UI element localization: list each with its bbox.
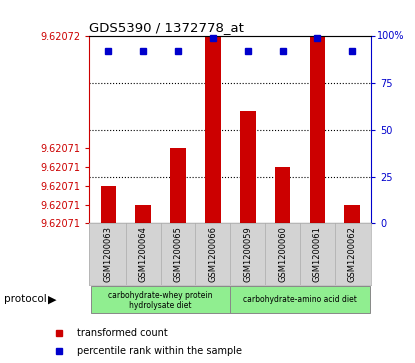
Text: 100%: 100% xyxy=(377,31,405,41)
Text: GSM1200062: GSM1200062 xyxy=(348,227,357,282)
Text: GSM1200060: GSM1200060 xyxy=(278,227,287,282)
Bar xyxy=(205,36,221,223)
Text: GSM1200059: GSM1200059 xyxy=(243,227,252,282)
Text: GSM1200061: GSM1200061 xyxy=(313,227,322,282)
Bar xyxy=(170,148,186,223)
Text: GSM1200063: GSM1200063 xyxy=(104,227,113,282)
Bar xyxy=(275,167,290,223)
Text: percentile rank within the sample: percentile rank within the sample xyxy=(77,346,242,356)
Bar xyxy=(344,205,360,223)
Text: carbohydrate-amino acid diet: carbohydrate-amino acid diet xyxy=(243,295,357,304)
Text: GDS5390 / 1372778_at: GDS5390 / 1372778_at xyxy=(89,21,244,34)
Text: GSM1200066: GSM1200066 xyxy=(208,227,217,282)
Bar xyxy=(100,186,116,223)
Bar xyxy=(240,111,256,223)
Text: ▶: ▶ xyxy=(48,294,56,305)
Text: protocol: protocol xyxy=(4,294,47,305)
FancyBboxPatch shape xyxy=(230,286,370,313)
Text: GSM1200065: GSM1200065 xyxy=(173,227,183,282)
Text: transformed count: transformed count xyxy=(77,328,168,338)
Text: GSM1200064: GSM1200064 xyxy=(139,227,148,282)
Text: carbohydrate-whey protein: carbohydrate-whey protein xyxy=(108,291,213,301)
Bar xyxy=(310,36,325,223)
Bar xyxy=(135,205,151,223)
Text: hydrolysate diet: hydrolysate diet xyxy=(129,301,192,310)
FancyBboxPatch shape xyxy=(91,286,230,313)
